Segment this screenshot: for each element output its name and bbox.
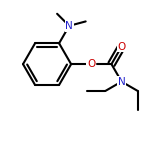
Text: N: N	[118, 77, 125, 87]
Text: O: O	[87, 59, 95, 69]
Text: N: N	[65, 21, 73, 31]
Text: O: O	[117, 42, 126, 52]
